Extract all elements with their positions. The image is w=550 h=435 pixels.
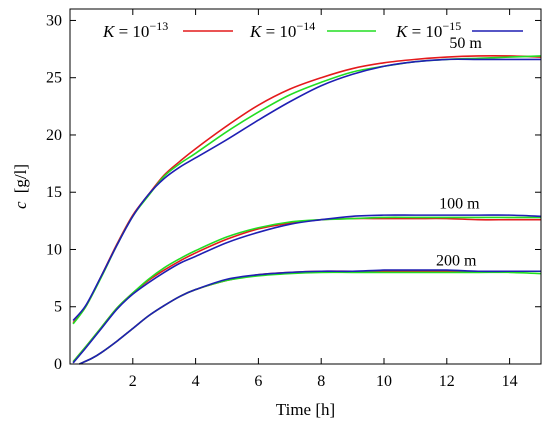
series-line-100m-5 bbox=[72, 214, 542, 364]
curve-group-label: 200 m bbox=[436, 253, 477, 270]
series-line-200m-6 bbox=[79, 270, 541, 365]
x-tick-label: 4 bbox=[192, 373, 200, 390]
x-tick-label: 10 bbox=[376, 373, 392, 390]
y-axis-title: c [g/l] bbox=[11, 164, 30, 209]
y-tick-label: 20 bbox=[46, 127, 62, 144]
legend-item: K = 10−13 bbox=[102, 19, 233, 41]
x-tick-label: 14 bbox=[502, 373, 518, 390]
plot-frame bbox=[69, 8, 542, 365]
y-tick-label: 15 bbox=[46, 184, 62, 201]
annotations: 50 m 100 m 200 m bbox=[436, 35, 482, 270]
legend-label: K = 10−13 bbox=[102, 19, 168, 41]
curve-group-label: 100 m bbox=[439, 195, 480, 212]
series-layer bbox=[72, 55, 542, 365]
x-tick-label: 6 bbox=[254, 373, 262, 390]
series-line-100m-3 bbox=[72, 217, 541, 363]
y-axis-variable: c bbox=[11, 201, 30, 209]
y-tick-label: 0 bbox=[54, 356, 62, 373]
series-line-200m-8 bbox=[79, 269, 541, 365]
series-line-100m-4 bbox=[72, 216, 541, 363]
y-tick-label: 5 bbox=[54, 299, 62, 316]
series-line-200m-7 bbox=[79, 271, 542, 365]
y-axis-unit: [g/l] bbox=[11, 164, 30, 193]
curve-group-label: 50 m bbox=[449, 35, 482, 52]
x-tick-label: 8 bbox=[317, 373, 325, 390]
x-tick-label: 12 bbox=[439, 373, 455, 390]
legend-item: K = 10−15 bbox=[395, 19, 523, 41]
y-tick-label: 25 bbox=[46, 70, 62, 87]
series-line-50m-2 bbox=[72, 58, 541, 322]
legend-label: K = 10−14 bbox=[249, 19, 315, 41]
legend: K = 10−13 K = 10−14 K = 10−15 bbox=[102, 19, 523, 41]
y-tick-label: 10 bbox=[46, 241, 62, 258]
ticks-layer: 2 4 6 8 10 12 14 0 5 10 15 20 25 30 bbox=[46, 9, 541, 390]
x-tick-label: 2 bbox=[129, 373, 137, 390]
legend-item: K = 10−14 bbox=[249, 19, 376, 41]
y-tick-label: 30 bbox=[46, 12, 62, 29]
x-axis-title: Time [h] bbox=[276, 400, 335, 419]
legend-label: K = 10−15 bbox=[395, 19, 461, 41]
